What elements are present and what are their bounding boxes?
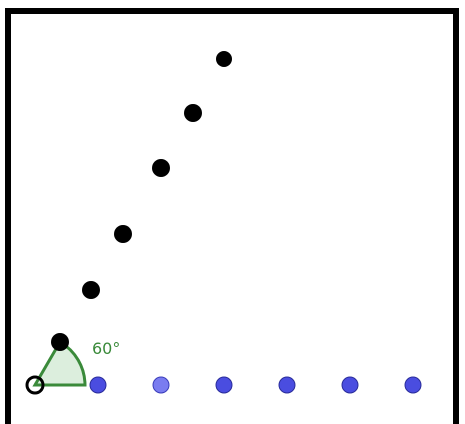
baseline-point-2[interactable] [152, 376, 170, 394]
angle-label: 60° [92, 339, 120, 358]
baseline-point-3[interactable] [215, 376, 233, 394]
baseline-point-4[interactable] [278, 376, 296, 394]
baseline-point-1[interactable] [89, 376, 107, 394]
ray-point-1[interactable] [51, 333, 69, 351]
baseline-point-6[interactable] [404, 376, 422, 394]
ray-point-3[interactable] [114, 225, 132, 243]
ray-point-4[interactable] [152, 159, 170, 177]
ray-point-6[interactable] [216, 51, 232, 67]
baseline-point-5[interactable] [341, 376, 359, 394]
ray-point-5[interactable] [184, 104, 202, 122]
ray-point-2[interactable] [82, 281, 100, 299]
origin-point[interactable] [25, 375, 45, 395]
canvas-frame [5, 8, 459, 424]
